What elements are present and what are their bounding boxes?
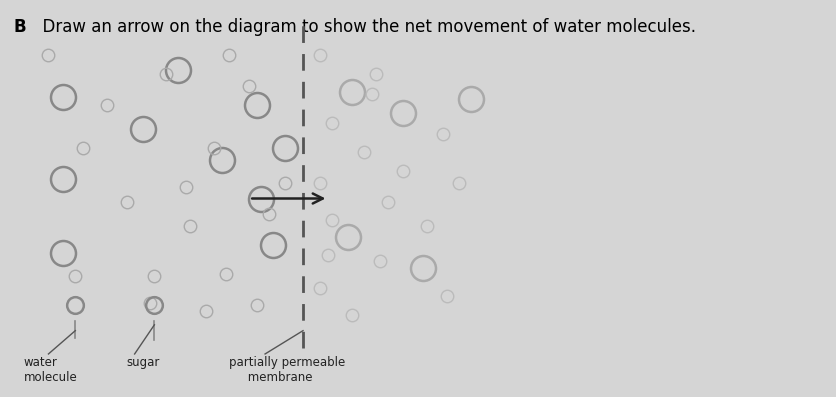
Text: water
molecule: water molecule [24, 356, 78, 384]
Text: partially permeable
     membrane: partially permeable membrane [229, 356, 345, 384]
Text: sugar: sugar [126, 356, 160, 369]
Text: Draw an arrow on the diagram to show the net movement of water molecules.: Draw an arrow on the diagram to show the… [32, 18, 695, 36]
Text: B: B [13, 18, 26, 36]
